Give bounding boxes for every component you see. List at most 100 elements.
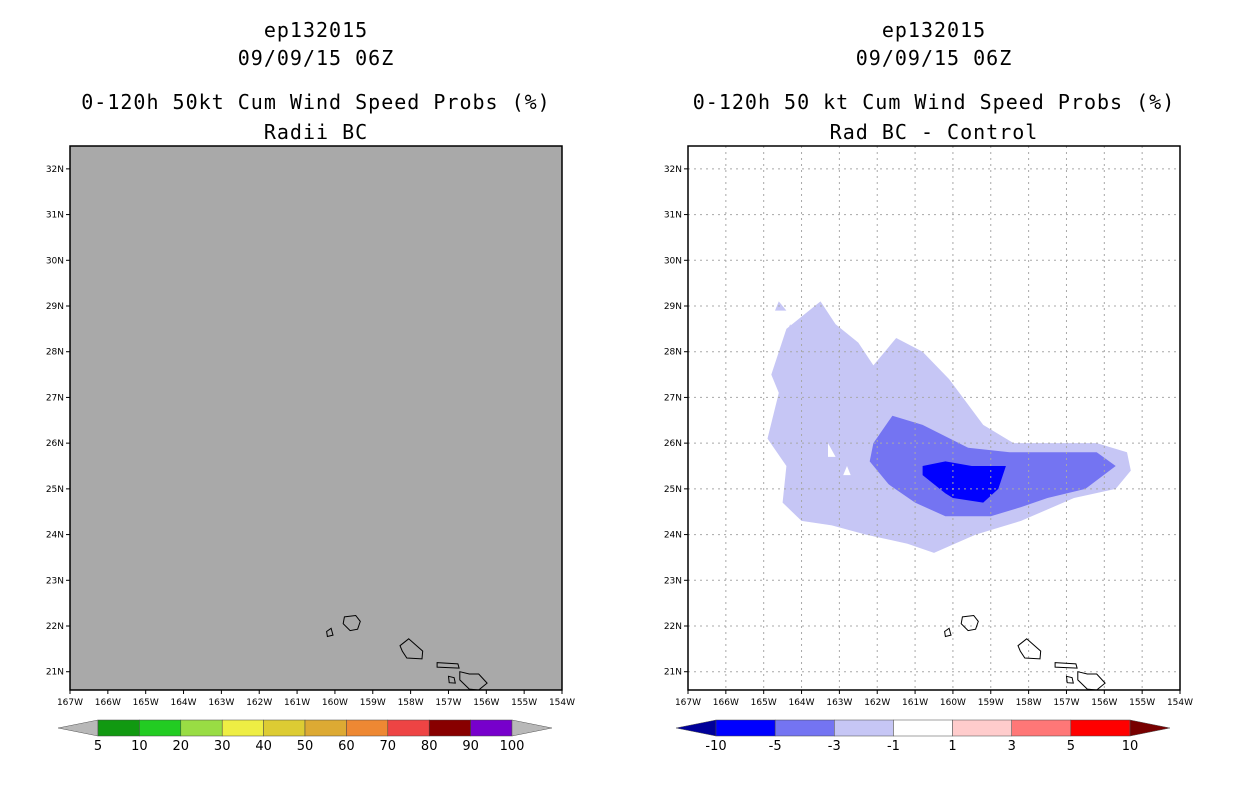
x-tick-label: 166W xyxy=(713,698,739,708)
x-tick-label: 154W xyxy=(1167,698,1193,708)
x-tick-label: 162W xyxy=(246,698,272,708)
colorbar-label: 10 xyxy=(1122,739,1139,754)
left-probability-field xyxy=(70,146,562,690)
x-tick-label: 157W xyxy=(435,698,461,708)
colorbar-label: 10 xyxy=(131,739,148,754)
colorbar-label: 5 xyxy=(1067,739,1075,754)
x-tick-label: 159W xyxy=(978,698,1004,708)
colorbar-label: 80 xyxy=(421,739,438,754)
colorbar-swatch xyxy=(952,719,1012,737)
contour-hole xyxy=(843,466,851,476)
y-tick-label: 29N xyxy=(664,302,682,312)
island-niihau-outline xyxy=(944,627,952,638)
colorbar-swatch xyxy=(470,719,513,737)
colorbar-swatch xyxy=(715,719,776,737)
colorbar-swatch xyxy=(304,719,347,737)
y-tick-label: 21N xyxy=(46,668,64,678)
island-oahu-outline xyxy=(1017,638,1042,660)
y-tick-label: 32N xyxy=(46,165,64,175)
colorbar-label: 70 xyxy=(380,739,397,754)
y-tick-label: 30N xyxy=(664,256,682,266)
left-map-panel: 167W 166W 165W 164W 163W 162W 161W 160W 159W 158W… xyxy=(46,145,575,708)
y-tick-label: 25N xyxy=(664,485,682,495)
y-tick-label: 31N xyxy=(664,211,682,221)
colorbar-label: 5 xyxy=(94,739,102,754)
colorbar-label: 20 xyxy=(173,739,190,754)
left-axes: 167W 166W 165W 164W 163W 162W 161W 160W 159W 158W… xyxy=(46,165,575,708)
island-niihau-outline xyxy=(326,627,334,638)
y-tick-label: 23N xyxy=(664,576,682,586)
x-tick-label: 167W xyxy=(57,698,83,708)
right-chart-title: 0-120h 50 kt Cum Wind Speed Probs (%) xyxy=(692,90,1176,114)
right-chart-subtitle: Rad BC - Control xyxy=(829,120,1039,144)
y-tick-label: 28N xyxy=(664,348,682,358)
x-tick-label: 165W xyxy=(133,698,159,708)
x-tick-label: 167W xyxy=(675,698,701,708)
x-tick-label: 163W xyxy=(826,698,852,708)
x-tick-label: 157W xyxy=(1053,698,1079,708)
x-tick-label: 162W xyxy=(864,698,890,708)
x-tick-label: 165W xyxy=(751,698,777,708)
island-maui-outline xyxy=(1077,671,1106,690)
island-molokai-outline xyxy=(1054,662,1078,669)
colorbar-label: 50 xyxy=(297,739,314,754)
colorbar-label: -1 xyxy=(887,739,900,754)
x-tick-label: 154W xyxy=(549,698,575,708)
colorbar-label: 1 xyxy=(948,739,956,754)
x-tick-label: 166W xyxy=(95,698,121,708)
left-chart-title: 0-120h 50kt Cum Wind Speed Probs (%) xyxy=(81,90,551,114)
y-tick-label: 26N xyxy=(664,439,682,449)
y-tick-label: 25N xyxy=(46,485,64,495)
colorbar-label: 90 xyxy=(462,739,479,754)
colorbar-label: -5 xyxy=(769,739,782,754)
colorbar-label: 3 xyxy=(1008,739,1016,754)
y-tick-label: 24N xyxy=(46,531,64,541)
island-lanai-outline xyxy=(447,675,456,684)
colorbar-swatch xyxy=(97,719,140,737)
left-map-frame xyxy=(69,145,563,691)
x-tick-label: 160W xyxy=(940,698,966,708)
y-tick-label: 27N xyxy=(664,393,682,403)
island-kauai-outline xyxy=(960,614,979,632)
x-tick-label: 161W xyxy=(284,698,310,708)
y-tick-label: 27N xyxy=(46,393,64,403)
island-maui-outline xyxy=(459,671,488,690)
x-tick-label: 158W xyxy=(1016,698,1042,708)
colorbar-swatch xyxy=(180,719,223,737)
x-tick-label: 164W xyxy=(788,698,814,708)
y-tick-label: 26N xyxy=(46,439,64,449)
right-axes: 167W 166W 165W 164W 163W 162W 161W 160W 159W 158W… xyxy=(664,165,1193,708)
right-difference-contours xyxy=(767,301,1131,553)
contour-hole xyxy=(828,443,836,457)
right-map-panel: 167W 166W 165W 164W 163W 162W 161W 160W 159W 158W… xyxy=(664,145,1193,708)
x-tick-label: 156W xyxy=(473,698,499,708)
y-tick-label: 28N xyxy=(46,348,64,358)
colorbar-swatch xyxy=(893,719,953,737)
colorbar-label: 40 xyxy=(255,739,272,754)
left-chart-subtitle: Radii BC xyxy=(263,120,369,144)
right-hawaii-coastline xyxy=(944,614,1106,690)
island-molokai-outline xyxy=(436,662,460,669)
x-tick-label: 156W xyxy=(1091,698,1117,708)
colorbar-swatch xyxy=(1070,719,1131,737)
colorbar-swatch xyxy=(834,719,894,737)
x-tick-label: 159W xyxy=(360,698,386,708)
right-gridlines xyxy=(688,146,1180,690)
colorbar-swatch xyxy=(346,719,389,737)
y-tick-label: 21N xyxy=(664,668,682,678)
contour--1-to--3 xyxy=(775,301,787,311)
island-oahu-outline xyxy=(399,638,424,660)
colorbar-label: 30 xyxy=(214,739,231,754)
right-storm-id: ep132015 xyxy=(881,18,987,42)
x-tick-label: 160W xyxy=(322,698,348,708)
y-tick-label: 23N xyxy=(46,576,64,586)
colorbar-over-arrow xyxy=(1129,719,1171,737)
right-datetime: 09/09/15 06Z xyxy=(855,46,1013,70)
colorbar-swatch xyxy=(428,719,471,737)
y-tick-label: 22N xyxy=(46,622,64,632)
island-kauai-outline xyxy=(342,614,361,632)
y-tick-label: 32N xyxy=(664,165,682,175)
y-tick-label: 22N xyxy=(664,622,682,632)
colorbar-swatch xyxy=(387,719,430,737)
